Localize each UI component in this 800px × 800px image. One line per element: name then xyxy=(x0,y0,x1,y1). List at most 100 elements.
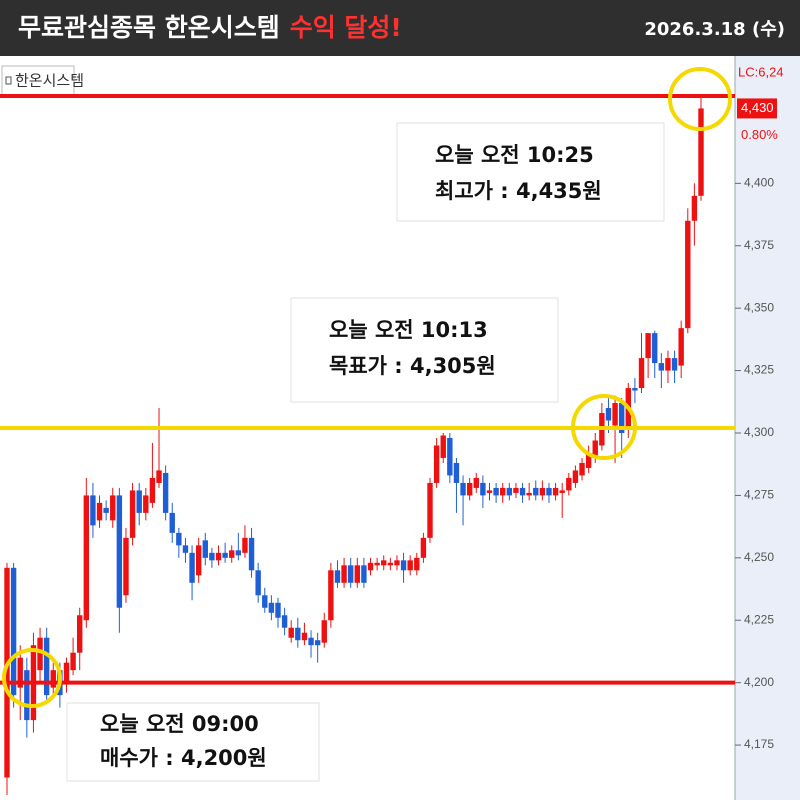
candle-body xyxy=(116,495,123,608)
candle-body xyxy=(506,487,513,496)
candle-body xyxy=(235,550,242,556)
candle-body xyxy=(480,482,486,496)
highlight-circle xyxy=(668,67,732,131)
candle-body xyxy=(665,358,671,371)
candle-body xyxy=(189,552,195,583)
candle-body xyxy=(533,487,539,496)
lc-label: LC:6,24 xyxy=(738,64,784,79)
candle-body xyxy=(215,552,222,561)
candle-body xyxy=(374,562,380,566)
candle-body xyxy=(255,570,261,596)
candle-body xyxy=(427,482,433,538)
candle-body xyxy=(486,490,493,493)
candle-body xyxy=(347,565,354,583)
candle-body xyxy=(440,435,446,458)
candle-body xyxy=(24,670,30,721)
candle-body xyxy=(387,562,394,566)
annotation-box xyxy=(66,702,320,782)
y-tick-label: 4,225 xyxy=(744,612,774,626)
annotation-text: 오늘 오전 10:25 xyxy=(435,143,594,167)
candle-body xyxy=(176,532,182,546)
stock-icon xyxy=(5,76,12,85)
candle-body xyxy=(671,358,678,371)
highlight-circle xyxy=(2,648,62,708)
candle-body xyxy=(447,437,453,476)
candle-body xyxy=(156,470,162,483)
annotation-box xyxy=(290,297,559,403)
candle-body xyxy=(43,637,50,696)
title-highlight: 수익 달성! xyxy=(290,13,402,42)
candle-body xyxy=(493,487,499,496)
candle-body xyxy=(308,637,314,646)
candle-body xyxy=(202,540,208,558)
candle-body xyxy=(301,632,308,641)
candle-body xyxy=(585,452,592,468)
candle-body xyxy=(10,567,17,696)
y-tick-label: 4,400 xyxy=(744,176,774,190)
candle-body xyxy=(136,490,142,513)
price-label: 4,430 xyxy=(741,100,774,115)
candle-body xyxy=(334,570,341,583)
title: 무료관심종목 한온시스템 xyxy=(18,13,280,42)
y-tick-label: 4,175 xyxy=(744,737,774,751)
candle-body xyxy=(182,545,189,553)
candle-body xyxy=(453,462,460,483)
candle-body xyxy=(539,487,546,496)
candle-body xyxy=(354,565,361,583)
candle-body xyxy=(519,487,526,496)
candle-body xyxy=(572,470,579,483)
candle-body xyxy=(658,363,665,371)
y-tick-label: 4,325 xyxy=(744,363,774,377)
candle-body xyxy=(632,388,638,391)
candle-body xyxy=(546,487,552,496)
candle-body xyxy=(143,495,149,513)
candle-body xyxy=(123,537,129,596)
annotation-text: 매수가 : 4,200원 xyxy=(100,746,267,770)
candle-body xyxy=(321,620,327,643)
candle-body xyxy=(473,477,479,488)
candle-body xyxy=(63,662,70,683)
y-axis-area xyxy=(735,56,800,800)
candle-body xyxy=(361,565,367,583)
annotation-box xyxy=(396,122,665,222)
candle-body xyxy=(77,615,83,653)
candle-body xyxy=(466,482,473,496)
candle-body xyxy=(433,445,440,483)
candle-body xyxy=(605,408,612,421)
candle-body xyxy=(407,560,413,571)
candle-body xyxy=(96,502,103,521)
candle-body xyxy=(37,637,43,671)
candle-body xyxy=(90,495,96,526)
annotation-text: 목표가 : 4,305원 xyxy=(329,354,496,378)
candle-body xyxy=(83,495,90,621)
candle-body xyxy=(685,220,691,329)
annotation-text: 오늘 오전 10:13 xyxy=(329,318,488,342)
header-title: 무료관심종목 한온시스템 수익 달성! xyxy=(18,13,402,42)
candle-body xyxy=(110,495,116,521)
candle-body xyxy=(698,108,704,196)
candle-body xyxy=(281,615,288,628)
candle-body xyxy=(4,567,10,778)
candle-body xyxy=(248,537,255,571)
candle-body xyxy=(70,652,76,671)
candle-body xyxy=(328,570,334,621)
candle-body xyxy=(420,537,427,558)
candle-body xyxy=(678,328,684,366)
stock-name: 한온시스템 xyxy=(15,72,84,90)
annotation-text: 오늘 오전 09:00 xyxy=(100,712,259,736)
candle-body xyxy=(195,545,202,576)
candle-body xyxy=(268,602,275,613)
candle-body xyxy=(103,507,109,513)
candle-body xyxy=(559,490,565,493)
candle-body xyxy=(288,627,294,638)
candle-body xyxy=(295,627,301,641)
candle-body xyxy=(652,333,658,364)
price-box xyxy=(737,98,777,119)
candle-body xyxy=(500,487,506,496)
candle-body xyxy=(592,440,598,458)
candle-body xyxy=(400,560,407,571)
y-tick-label: 4,250 xyxy=(744,550,774,564)
y-tick-label: 4,200 xyxy=(744,675,774,689)
candle-body xyxy=(129,490,136,538)
